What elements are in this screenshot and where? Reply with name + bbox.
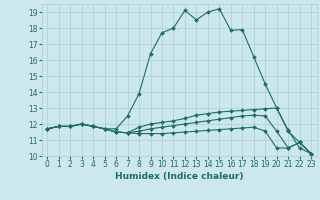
X-axis label: Humidex (Indice chaleur): Humidex (Indice chaleur): [115, 172, 244, 181]
